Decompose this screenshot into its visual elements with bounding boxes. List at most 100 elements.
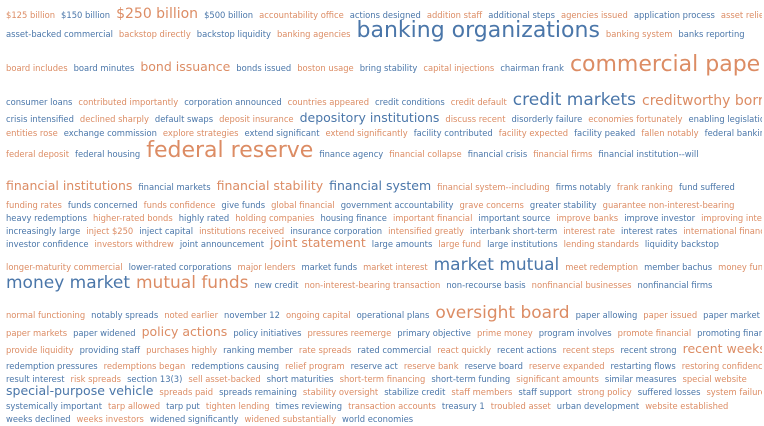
cloud-term: federal housing [75, 149, 141, 159]
cloud-term: banking organizations [356, 20, 600, 42]
cloud-row: financial institutions financial markets f… [6, 175, 762, 194]
cloud-term: relief program [285, 361, 345, 371]
cloud-term: commercial paper [569, 54, 762, 76]
cloud-term: credit default [450, 97, 507, 107]
cloud-term: troubled asset [490, 401, 551, 411]
cloud-term: facility contributed [413, 128, 493, 138]
cloud-term: joint statement [270, 235, 366, 250]
cloud-term: provide liquidity [6, 345, 74, 355]
cloud-term: stability oversight [302, 387, 379, 397]
cloud-term: website established [645, 401, 729, 411]
cloud-term: liquidity backstop [644, 239, 719, 249]
cloud-term: transaction accounts [348, 401, 436, 411]
cloud-term: market interest [363, 262, 428, 272]
cloud-term: government accountability [340, 200, 454, 210]
cloud-term: interbank short-term [470, 226, 558, 236]
cloud-term: deposit insurance [219, 114, 294, 124]
cloud-row: investor confidence investors withdrew joi… [6, 232, 762, 251]
cloud-term: chairman frank [500, 63, 564, 73]
cloud-term: asset-backed commercial [6, 29, 113, 39]
cloud-term: higher-rated bonds [92, 213, 173, 223]
cloud-term: money funds [718, 262, 762, 272]
cloud-term: systemically important [6, 401, 102, 411]
cloud-term: facility expected [498, 128, 569, 138]
cloud-term: greater stability [529, 200, 597, 210]
cloud-term: tarp put [166, 401, 200, 411]
cloud-row: board includes board minutes bond issuance… [6, 54, 762, 76]
cloud-term: federal deposit [6, 149, 70, 159]
cloud-row: paper markets paper widened policy actions… [6, 321, 762, 340]
cloud-term: lower-rated corporations [128, 262, 232, 272]
cloud-term: oversight board [435, 303, 570, 322]
cloud-term: policy actions [141, 324, 228, 339]
cloud-term: special website [682, 374, 747, 384]
cloud-term: financial firms [533, 149, 593, 159]
cloud-term: large fund [438, 239, 482, 249]
cloud-row: heavy redemptions higher-rated bonds highl… [6, 206, 762, 225]
cloud-term: longer-maturity commercial [6, 262, 123, 272]
cloud-term: redemption pressures [6, 361, 98, 371]
cloud-term: new credit [254, 280, 299, 290]
cloud-term: paper markets [6, 328, 68, 338]
cloud-term: market mutual [433, 255, 560, 274]
cloud-term: financial system [329, 178, 432, 193]
cloud-term: crisis intensified [6, 114, 74, 124]
cloud-term: market funds [301, 262, 358, 272]
cloud-row: asset-backed commercial backstop directly… [6, 20, 762, 42]
cloud-term: extend significantly [325, 128, 408, 138]
cloud-term: major lenders [237, 262, 296, 272]
cloud-term: highly rated [178, 213, 230, 223]
cloud-term: paper issued [643, 310, 698, 320]
cloud-term: redemptions began [103, 361, 186, 371]
cloud-term: recent weeks [682, 341, 762, 356]
cloud-row: systemically important tarp allowed tarp p… [6, 394, 762, 413]
cloud-term: credit markets [512, 90, 636, 109]
cloud-term: facility peaked [574, 128, 636, 138]
cloud-term: funds concerned [67, 200, 138, 210]
cloud-term: discuss recent [445, 114, 506, 124]
cloud-term: housing finance [320, 213, 387, 223]
cloud-term: financial system--including [437, 182, 550, 192]
cloud-term: contributed importantly [78, 97, 179, 107]
cloud-term: important financial [392, 213, 473, 223]
cloud-row: consumer loans contributed importantly cor… [6, 90, 762, 109]
cloud-term: redemptions causing [191, 361, 280, 371]
cloud-term: purchases highly [146, 345, 218, 355]
cloud-row: federal deposit federal housing federal re… [6, 140, 762, 162]
cloud-term: sell asset-backed [188, 374, 261, 384]
cloud-term: intensified greatly [388, 226, 465, 236]
cloud-row: funding rates funds concerned funds confid… [6, 193, 762, 212]
cloud-term: rated commercial [357, 345, 432, 355]
cloud-row: money market mutual funds new credit non-in… [6, 273, 762, 292]
cloud-term: rate spreads [298, 345, 352, 355]
cloud-term: pressures reemerge [307, 328, 392, 338]
cloud-term: strong policy [577, 387, 632, 397]
cloud-term: risk spreads [70, 374, 122, 384]
cloud-term: recent strong [620, 345, 677, 355]
cloud-term: policy initiatives [233, 328, 302, 338]
cloud-term: accountability office [259, 10, 344, 20]
cloud-term: paper allowing [575, 310, 638, 320]
cloud-row: result interest risk spreads section 13(3)… [6, 367, 762, 386]
cloud-row: normal functioning notably spreads noted e… [6, 303, 762, 322]
cloud-term: spreads remaining [219, 387, 297, 397]
cloud-term: spreads paid [159, 387, 214, 397]
cloud-row: longer-maturity commercial lower-rated co… [6, 255, 762, 274]
cloud-term: entities rose [6, 128, 58, 138]
cloud-term: global financial [271, 200, 335, 210]
cloud-term: times reviewing [275, 401, 343, 411]
cloud-row: $125 billion $150 billion $250 billion $500… [6, 3, 762, 22]
cloud-term: heavy redemptions [6, 213, 87, 223]
cloud-term: funds confidence [143, 200, 216, 210]
cloud-term: treasury 1 [441, 401, 485, 411]
cloud-term: staff members [451, 387, 513, 397]
cloud-term: non-recourse basis [446, 280, 526, 290]
cloud-term: widened significantly [149, 414, 239, 424]
cloud-term: financial collapse [389, 149, 462, 159]
cloud-term: widened substantially [244, 414, 337, 424]
cloud-term: financial institution--will [598, 149, 699, 159]
cloud-term: depository institutions [299, 110, 440, 125]
cloud-term: banks reporting [678, 29, 745, 39]
cloud-term: short maturities [266, 374, 334, 384]
